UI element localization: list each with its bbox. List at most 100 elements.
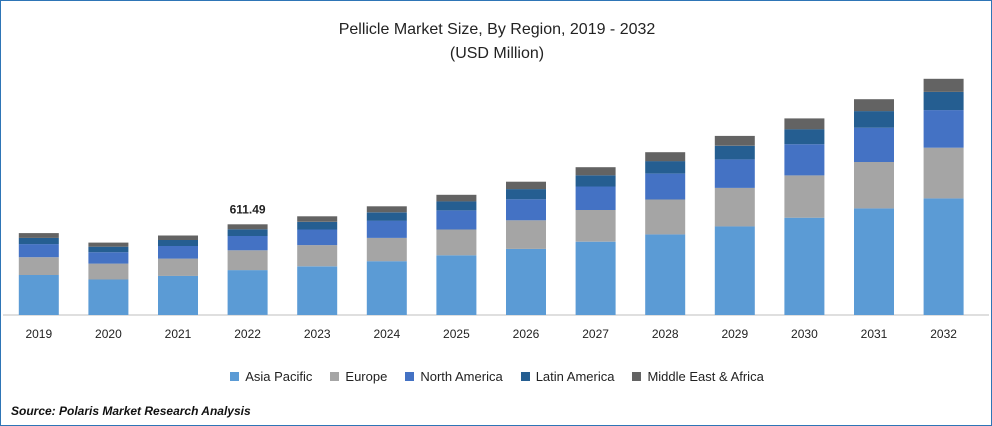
chart-subtitle: (USD Million) [449,45,545,62]
bar-2028-asia-pacific [645,234,686,315]
legend-label: North America [420,369,503,384]
bar-2030-middle-east-africa [784,118,825,130]
bar-2025-latin-america [436,201,477,211]
chart-title: Pellicle Market Size, By Region, 2019 - … [338,21,656,38]
x-tick-label-2029: 2029 [721,327,748,341]
legend-item-north-america: North America [405,369,503,384]
bar-2029-latin-america [714,145,755,160]
source-note: Source: Polaris Market Research Analysis [11,404,251,418]
bar-2029-asia-pacific [714,226,755,315]
bar-2019-north-america [18,244,59,258]
bar-2032-asia-pacific [923,198,964,315]
bar-2027-latin-america [575,175,616,187]
bar-2023-latin-america [297,221,338,230]
data-label-2022: 611.49 [230,202,266,216]
bar-2032-europe [923,147,964,199]
legend-swatch [230,372,240,381]
bar-2027-middle-east-africa [575,167,616,176]
x-tick-label-2022: 2022 [234,327,261,341]
bar-2023-asia-pacific [297,266,338,315]
bar-2031-north-america [854,127,894,162]
bar-2020-middle-east-africa [88,242,129,247]
bar-2025-north-america [436,210,477,230]
bar-2032-latin-america [923,92,964,111]
bar-2022-latin-america [227,229,268,236]
legend-swatch [520,372,530,381]
bar-2019-europe [18,257,59,275]
bar-2025-asia-pacific [436,255,477,315]
bar-2024-north-america [366,220,407,238]
bar-2021-europe [158,258,198,276]
x-tick-label-2023: 2023 [304,327,331,341]
bar-2025-europe [436,229,477,256]
bar-2024-asia-pacific [366,261,407,315]
x-tick-label-2021: 2021 [165,327,192,341]
bar-2022-europe [227,250,268,271]
bar-2029-middle-east-africa [714,135,755,146]
legend-label: Europe [345,369,388,384]
bar-2030-latin-america [784,129,825,145]
bar-2030-north-america [784,144,825,176]
bar-2031-europe [854,162,894,209]
bar-2030-asia-pacific [784,217,825,315]
bar-2026-north-america [506,199,546,221]
bar-2019-latin-america [18,237,59,245]
bar-2027-north-america [575,186,616,210]
bar-2032-middle-east-africa [923,78,964,92]
bar-2020-north-america [88,252,129,264]
bar-2021-north-america [158,246,198,259]
bar-2026-middle-east-africa [506,181,546,190]
bar-2025-middle-east-africa [436,194,477,202]
bar-2019-asia-pacific [18,275,59,315]
x-tick-label-2026: 2026 [513,327,540,341]
bar-2021-middle-east-africa [158,235,198,240]
bar-2028-middle-east-africa [645,152,686,162]
bar-2024-latin-america [366,212,407,221]
bar-2024-middle-east-africa [366,206,407,213]
bar-2028-latin-america [645,161,686,174]
legend-item-latin-america: Latin America [520,369,615,384]
bar-2023-europe [297,245,338,267]
legend-label: Middle East & Africa [647,369,764,384]
bar-2026-latin-america [506,189,546,200]
bar-2019-middle-east-africa [18,233,59,238]
x-tick-label-2025: 2025 [443,327,470,341]
x-tick-label-2020: 2020 [95,327,122,341]
bar-2023-middle-east-africa [297,216,338,222]
bar-2027-asia-pacific [575,241,616,315]
legend-item-europe: Europe [330,369,387,384]
x-tick-label-2027: 2027 [582,327,609,341]
bar-2028-north-america [645,173,686,200]
x-tick-label-2019: 2019 [25,327,52,341]
bar-2021-asia-pacific [158,275,198,315]
x-tick-label-2024: 2024 [373,327,400,341]
bar-2031-middle-east-africa [854,99,894,112]
bar-2032-north-america [923,110,964,148]
bar-2024-europe [366,237,407,262]
bar-2022-middle-east-africa [227,224,268,230]
bar-2030-europe [784,175,825,218]
x-tick-label-2031: 2031 [861,327,888,341]
bar-2022-north-america [227,236,268,251]
legend-label: Latin America [535,369,615,384]
bar-2026-asia-pacific [506,248,546,315]
bar-2023-north-america [297,229,338,246]
legend-swatch [405,372,415,381]
bar-2027-europe [575,209,616,242]
x-tick-label-2028: 2028 [652,327,679,341]
legend-swatch [330,372,340,381]
bar-2029-north-america [714,159,755,188]
bar-2031-latin-america [854,111,894,128]
bar-2026-europe [506,220,546,249]
x-tick-label-2030: 2030 [791,327,818,341]
chart-legend: Asia Pacific Europe North America Latin Ame… [1,369,992,384]
legend-label: Asia Pacific [245,369,313,384]
bar-2029-europe [714,187,755,227]
bar-2022-asia-pacific [227,270,268,315]
x-tick-label-2032: 2032 [930,327,957,341]
bar-2020-asia-pacific [88,279,129,315]
bar-2020-latin-america [88,246,129,253]
legend-swatch [632,372,642,381]
